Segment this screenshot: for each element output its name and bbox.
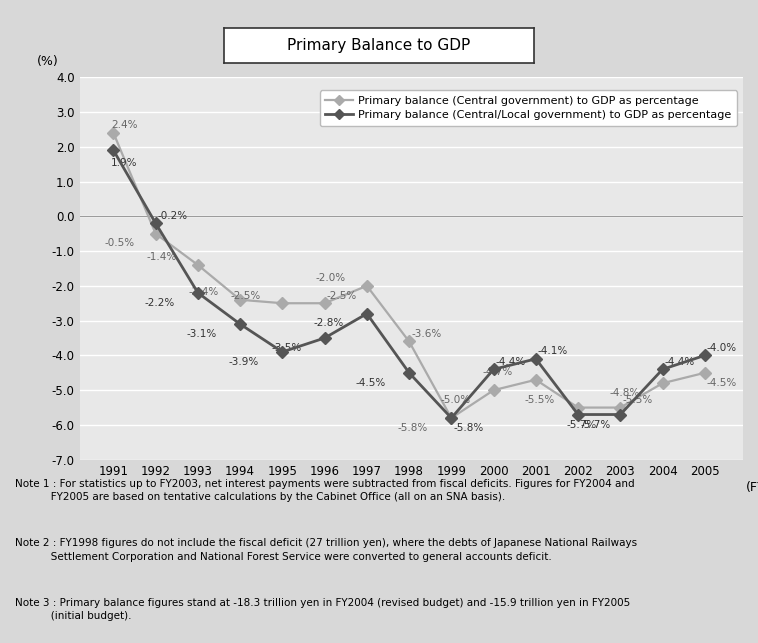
Text: -2.5%: -2.5%: [231, 291, 262, 300]
Text: -2.5%: -2.5%: [327, 291, 357, 300]
Text: -4.1%: -4.1%: [538, 346, 568, 356]
Text: -1.4%: -1.4%: [146, 252, 177, 262]
Text: -5.7%: -5.7%: [567, 420, 597, 430]
Text: -5.5%: -5.5%: [525, 395, 555, 405]
Text: (%): (%): [36, 55, 58, 68]
Text: -3.5%: -3.5%: [271, 343, 302, 353]
Text: Primary Balance to GDP: Primary Balance to GDP: [287, 38, 471, 53]
Text: -5.5%: -5.5%: [622, 395, 653, 405]
Text: -4.0%: -4.0%: [707, 343, 737, 353]
Text: -3.6%: -3.6%: [411, 329, 441, 339]
Text: Note 1 : For statistics up to FY2003, net interest payments were subtracted from: Note 1 : For statistics up to FY2003, ne…: [15, 479, 634, 502]
Text: -4.4%: -4.4%: [496, 357, 526, 367]
Text: -2.2%: -2.2%: [144, 298, 174, 307]
Text: -0.2%: -0.2%: [158, 211, 188, 221]
Text: -4.7%: -4.7%: [482, 367, 512, 377]
Text: -2.8%: -2.8%: [313, 318, 343, 329]
Text: -3.9%: -3.9%: [229, 357, 259, 367]
Text: -0.5%: -0.5%: [105, 239, 134, 248]
Text: Note 2 : FY1998 figures do not include the fiscal deficit (27 trillion yen), whe: Note 2 : FY1998 figures do not include t…: [15, 538, 637, 561]
Text: (FY): (FY): [746, 481, 758, 494]
Text: -5.8%: -5.8%: [453, 422, 484, 433]
Text: 1.9%: 1.9%: [111, 158, 138, 168]
Text: -2.4%: -2.4%: [189, 287, 219, 297]
Text: Note 3 : Primary balance figures stand at -18.3 trillion yen in FY2004 (revised : Note 3 : Primary balance figures stand a…: [15, 598, 631, 621]
Text: -5.7%: -5.7%: [580, 420, 610, 430]
Legend: Primary balance (Central government) to GDP as percentage, Primary balance (Cent: Primary balance (Central government) to …: [320, 91, 738, 126]
Text: -4.8%: -4.8%: [609, 388, 639, 398]
Text: -4.4%: -4.4%: [665, 357, 695, 367]
Text: 2.4%: 2.4%: [111, 120, 138, 130]
Text: -3.1%: -3.1%: [186, 329, 217, 339]
Text: -4.5%: -4.5%: [707, 377, 738, 388]
Text: -4.5%: -4.5%: [356, 377, 386, 388]
Text: -5.8%: -5.8%: [398, 422, 428, 433]
Text: -5.0%: -5.0%: [440, 395, 471, 405]
Text: -2.0%: -2.0%: [315, 273, 346, 283]
